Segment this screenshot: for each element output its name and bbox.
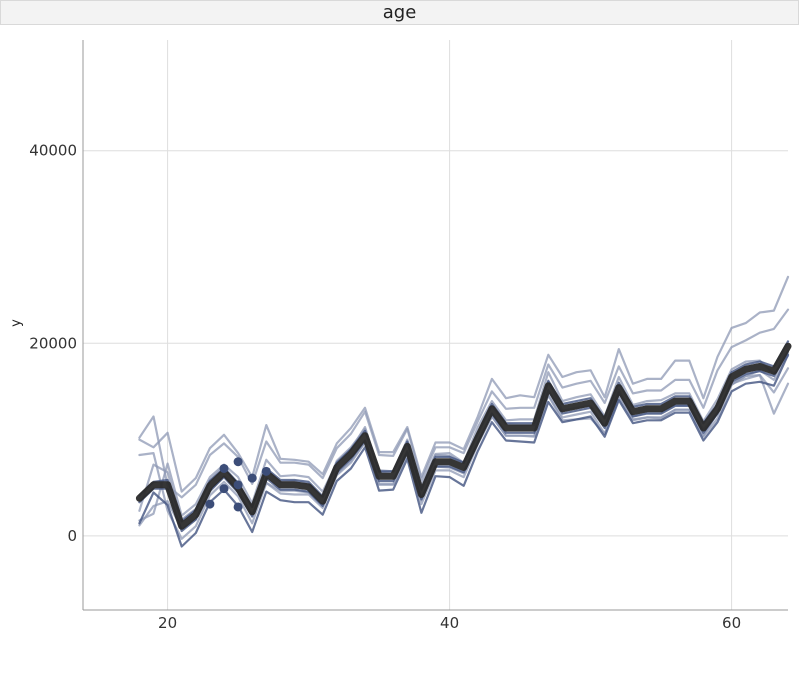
series-line-envelope [138,367,790,521]
series-line-envelope [138,275,790,493]
y-tick-label: 40000 [29,142,77,160]
facet-strip: age [0,0,799,25]
series-lines [135,275,792,548]
data-point [247,473,257,483]
y-axis-title: y [9,319,24,327]
series-line-envelope [138,308,790,499]
data-point [233,502,243,512]
data-point [233,480,243,490]
series-line-inner [138,353,790,548]
y-tick-label: 20000 [29,334,77,352]
data-point [233,457,243,467]
facet-strip-title: age [382,2,417,23]
x-tick-label: 20 [158,614,177,632]
y-tick-label: 0 [67,527,77,545]
data-points [205,457,271,512]
data-point [205,499,215,509]
axes [82,40,788,611]
x-tick-label: 60 [722,614,741,632]
x-tick-label: 40 [440,614,459,632]
data-point [261,466,271,476]
grid-lines [83,40,788,610]
series-line-mean [135,342,792,530]
data-point [219,484,229,494]
tick-labels: 20 40 60 0 20000 40000 [29,142,741,632]
data-point [219,463,229,473]
